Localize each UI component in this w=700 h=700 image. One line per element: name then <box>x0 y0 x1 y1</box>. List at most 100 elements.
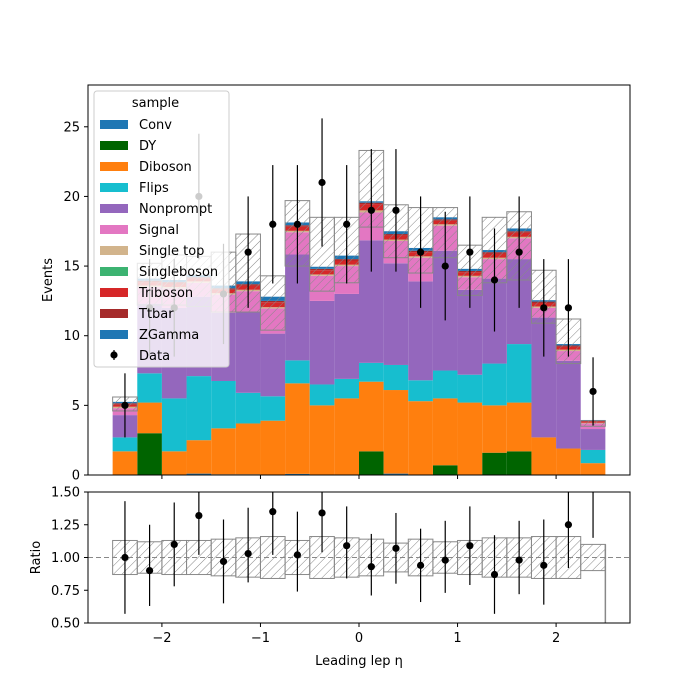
bar-flips <box>334 378 359 399</box>
legend: sample Conv DY Diboson Flips Nonprompt Signal S… <box>93 90 230 368</box>
legend-entry: ZGamma <box>100 328 199 343</box>
ratio-point <box>343 542 351 550</box>
bar-flips <box>309 384 335 406</box>
legend-title: sample <box>132 96 179 111</box>
ratio-point <box>145 567 154 575</box>
bar-flips <box>457 374 483 403</box>
legend-label: DY <box>139 139 156 154</box>
bar-diboson <box>531 437 557 475</box>
legend-swatch <box>100 141 128 150</box>
x-axis-label: Leading lep η <box>315 654 403 669</box>
bar-diboson <box>506 402 532 452</box>
bar-flips <box>383 364 409 391</box>
data-point <box>367 206 375 214</box>
data-point <box>269 220 277 228</box>
bar-diboson <box>260 420 286 475</box>
legend-swatch <box>100 225 128 234</box>
bar-dy <box>482 452 507 475</box>
bar-diboson <box>112 451 138 475</box>
bar-diboson <box>285 383 310 474</box>
bar-conv <box>186 473 212 475</box>
bar-dy <box>432 465 458 475</box>
bar-nonprompt <box>383 263 409 365</box>
x-tick-label: 0 <box>355 631 363 646</box>
ratio-point <box>540 561 548 569</box>
bar-diboson <box>334 398 359 475</box>
bar-diboson <box>556 448 581 475</box>
legend-entry: DY <box>100 139 156 154</box>
legend-swatch <box>100 246 128 255</box>
legend-entry: Data <box>110 349 170 364</box>
bar-flips <box>432 370 458 399</box>
ratio-point <box>564 521 573 529</box>
data-point <box>490 276 499 284</box>
legend-swatch <box>100 120 128 129</box>
bar-nonprompt <box>580 429 606 450</box>
ratio-point <box>293 551 302 559</box>
legend-label: Data <box>139 349 170 364</box>
ratio-point <box>244 549 252 558</box>
legend-label: Singleboson <box>139 265 218 280</box>
bar-dy <box>359 451 384 475</box>
bar-flips <box>285 360 310 384</box>
bar-nonprompt <box>556 360 581 449</box>
bar-flips <box>260 396 286 421</box>
bar-diboson <box>161 451 187 475</box>
ratio-panel: 0.50 0.75 1.00 1.25 1.50 −2 −1 0 1 2 Ratio Leading … <box>29 486 631 669</box>
bar-conv <box>285 473 310 475</box>
ratio-y-tick-label: 1.25 <box>51 518 80 533</box>
legend-entry: Diboson <box>100 160 192 175</box>
data-point <box>466 248 474 256</box>
legend-label: Flips <box>139 181 169 196</box>
data-point <box>318 178 326 187</box>
bar-diboson <box>235 423 261 475</box>
bar-flips <box>580 449 606 464</box>
legend-label: ZGamma <box>139 328 199 343</box>
ratio-y-tick-label: 0.75 <box>51 584 80 599</box>
y-tick-label: 5 <box>72 399 80 414</box>
x-tick-label: 2 <box>552 631 560 646</box>
y-tick-label: 25 <box>63 120 80 135</box>
series-dy <box>137 433 532 475</box>
data-point <box>540 304 548 312</box>
legend-label: Ttbar <box>138 307 174 322</box>
bar-diboson <box>580 463 606 475</box>
bar-diboson <box>359 381 384 452</box>
bar-nonprompt <box>334 293 359 379</box>
legend-label: Signal <box>139 223 179 238</box>
legend-entry: Signal <box>100 223 179 238</box>
ratio-point <box>392 544 400 552</box>
legend-entry: Flips <box>100 181 169 196</box>
bar-dy <box>137 433 162 475</box>
legend-entry: Singleboson <box>100 265 218 280</box>
ratio-point <box>515 556 523 564</box>
bar-diboson <box>211 428 236 475</box>
bar-diboson <box>482 405 507 453</box>
data-point <box>293 220 302 228</box>
legend-swatch <box>100 267 128 276</box>
ratio-point <box>466 542 474 550</box>
series-flips <box>112 344 606 464</box>
data-point <box>515 248 523 256</box>
bar-dy <box>506 451 532 475</box>
bar-flips <box>186 376 212 441</box>
ratio-point <box>441 556 449 564</box>
y-axis-label: Events <box>41 258 56 302</box>
uncertainty-bin <box>259 275 286 331</box>
data-point <box>392 206 400 214</box>
data-point <box>441 262 449 270</box>
legend-box <box>93 90 230 368</box>
y-tick-label: 10 <box>63 329 80 344</box>
legend-label: Nonprompt <box>139 202 212 217</box>
ratio-point <box>170 540 178 549</box>
data-point <box>564 304 573 312</box>
bar-diboson <box>432 398 458 466</box>
series-diboson <box>112 381 606 475</box>
bar-flips <box>506 344 532 403</box>
data-point <box>343 220 351 228</box>
data-point <box>416 248 425 256</box>
legend-label: Diboson <box>139 160 192 175</box>
bar-diboson <box>309 405 335 475</box>
x-tick-label: −2 <box>152 631 171 646</box>
